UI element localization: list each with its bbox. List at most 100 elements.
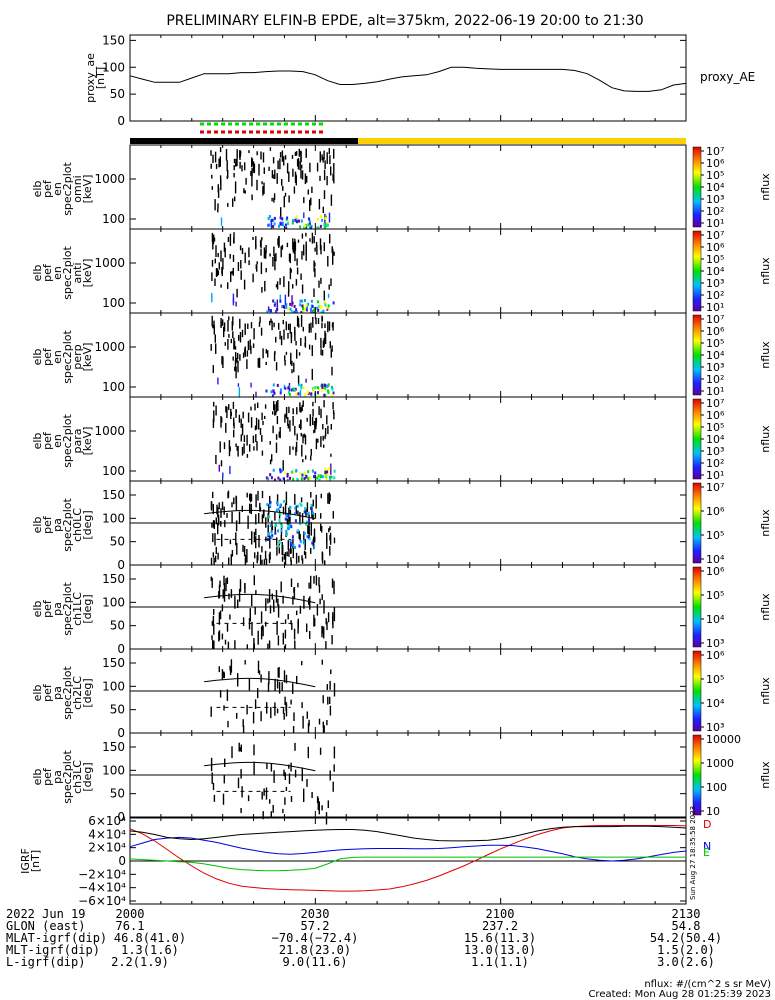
spectrogram-cell — [317, 218, 319, 221]
spectrogram-cell — [289, 539, 292, 543]
spectrogram-cell — [303, 477, 306, 481]
spectrogram-cell — [255, 434, 257, 443]
spectrogram-cell — [223, 583, 226, 597]
spectrogram-cell — [262, 348, 264, 359]
spectrogram-cell — [275, 401, 278, 413]
spectrogram-cell — [213, 325, 215, 335]
spectrogram-cell — [293, 712, 295, 721]
spectrogram-cell — [272, 218, 275, 222]
colorbar-tick-label: 10⁵ — [706, 169, 724, 182]
spectrogram-cell — [298, 424, 301, 428]
spectrogram-cell — [299, 161, 301, 171]
spectrogram-cell — [301, 444, 303, 457]
spectrogram-cell — [214, 151, 217, 163]
spectrogram-cell — [237, 599, 239, 609]
spectrogram-cell — [290, 525, 293, 529]
spectrogram-cell — [300, 169, 302, 179]
y-axis-label-line: pa — [51, 770, 64, 784]
spectrogram-cell — [322, 157, 324, 163]
spectrogram-cell — [284, 503, 287, 515]
footer-label: MLAT-igrf(dip) — [6, 931, 108, 945]
spectrogram-cell — [233, 158, 236, 164]
spectrogram-cell — [312, 511, 314, 520]
spectrogram-cell — [290, 557, 292, 562]
spectrogram-cell — [323, 223, 326, 227]
spectrogram-cell — [283, 553, 286, 560]
spectrogram-cell — [268, 671, 270, 684]
spectrogram-cell — [249, 493, 251, 501]
spectrogram-cell — [323, 725, 325, 733]
igrf-y-label: IGRF[nT] — [19, 848, 42, 874]
spectrogram-cell — [211, 174, 213, 179]
spectrogram-cell — [296, 159, 299, 167]
spectrogram-cell — [278, 519, 281, 523]
spectrogram-cell — [218, 631, 220, 642]
spectrogram-cell — [296, 258, 298, 266]
spectrogram-cell — [297, 239, 300, 243]
spectrogram-cell — [274, 301, 277, 305]
spectrogram-cell — [296, 529, 299, 533]
spectrogram-cell — [285, 351, 288, 355]
colorbar-tick-label: 10¹ — [706, 301, 724, 314]
spectrogram-cell — [300, 432, 302, 437]
spectrogram-cell — [289, 267, 292, 280]
spectrogram-cell — [220, 521, 222, 527]
spectrogram-cell — [294, 742, 296, 751]
spectrogram-cell — [244, 557, 247, 570]
spectrogram-cell — [285, 531, 288, 535]
spectrogram-cell — [323, 474, 326, 478]
spectrogram-cell — [219, 156, 221, 167]
spectrogram-cell — [286, 163, 289, 174]
spectrogram-cell — [320, 513, 322, 519]
spectrogram-cell — [278, 431, 280, 438]
spectrogram-cell — [319, 305, 322, 309]
spectrogram-cell — [287, 291, 290, 297]
spectrogram-cell — [282, 544, 284, 556]
spectrogram-cell — [259, 428, 262, 435]
spectrogram-cell — [246, 704, 248, 715]
spectrogram-cell — [242, 617, 245, 626]
spectrogram-cell — [275, 309, 278, 313]
spectrogram-cell — [291, 301, 294, 305]
y-tick-label: 0 — [117, 114, 125, 128]
spectrogram-cell — [225, 405, 227, 413]
spectrogram-cell — [213, 640, 215, 654]
spectrogram-cell — [247, 412, 250, 423]
spectrogram-cell — [285, 532, 288, 536]
y-axis-label-line: IGRF — [19, 848, 32, 874]
spectrogram-cell — [275, 336, 277, 343]
colorbar-tick-label: 10¹ — [706, 217, 724, 230]
y-axis-label-line: spec2plot — [61, 498, 74, 552]
spectrogram-cell — [271, 454, 273, 462]
spectrogram-cell — [277, 544, 280, 548]
y-tick-label: 100 — [102, 763, 125, 777]
spectrogram-cell — [285, 218, 288, 222]
spectrogram-cell — [274, 478, 276, 482]
colorbar-tick-label: 10⁵ — [706, 253, 724, 266]
spectrogram-cell — [255, 590, 257, 596]
y-axis-label-line: en — [51, 434, 64, 448]
spectrogram-cell — [239, 161, 241, 169]
y-tick-label: 1000 — [94, 340, 125, 354]
y-tick-label: −4×10⁴ — [78, 881, 126, 895]
spectrogram-cell — [246, 434, 248, 446]
spectrogram-cell — [311, 416, 314, 425]
footer-value: 13.0(13.0) — [463, 943, 537, 957]
spectrogram-cell — [241, 165, 243, 172]
spectrogram-cell — [320, 475, 322, 478]
spectrogram-cell — [286, 551, 288, 557]
spectrogram-cell — [309, 506, 312, 510]
spectrogram-cell — [331, 366, 333, 376]
spectrogram-cell — [310, 226, 313, 230]
energy-spectrogram-panel-1: 1001000elbpefenspec2plotanti[keV]10¹10²1… — [31, 228, 772, 318]
spectrogram-cell — [326, 532, 328, 538]
spectrogram-cell — [317, 318, 320, 324]
igrf-legend-E: E — [703, 846, 710, 859]
spectrogram-cell — [264, 280, 266, 292]
spectrogram-cell — [276, 173, 278, 184]
spectrogram-cell — [333, 764, 335, 772]
spectrogram-cell — [303, 595, 305, 609]
spectrogram-cell — [316, 226, 319, 230]
colorbar-tick-label: 10⁷ — [706, 313, 724, 326]
footer-row-time: 2022 Jun 19 2000 2030 2100 2130 — [0, 908, 775, 921]
